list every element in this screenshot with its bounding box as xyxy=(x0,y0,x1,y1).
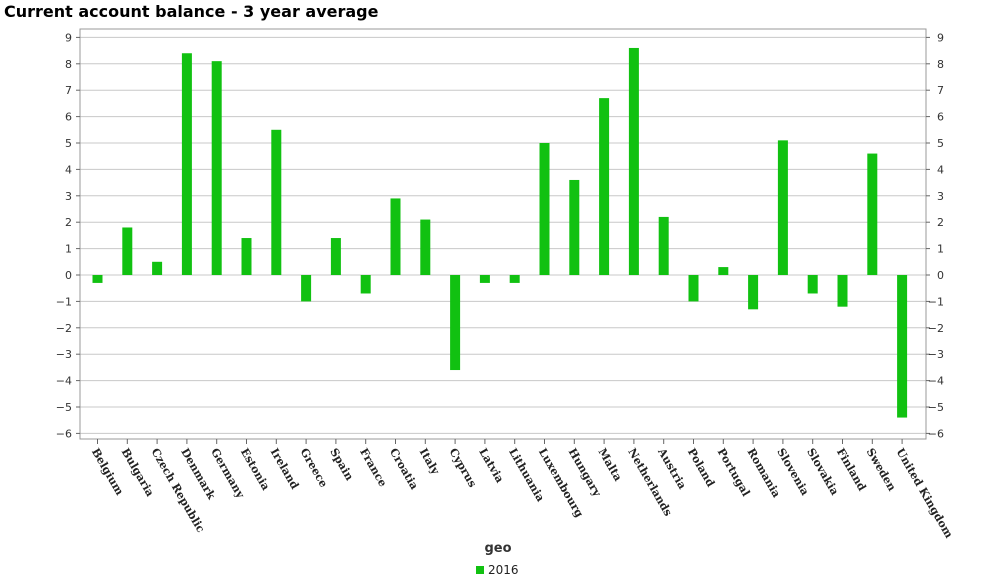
bar-estonia xyxy=(241,238,252,275)
x-tick-label: Latvia xyxy=(476,446,506,485)
y-tick-label: 4 xyxy=(65,163,72,176)
gridlines xyxy=(80,36,926,434)
y-tick-label: 9 xyxy=(65,31,72,44)
legend-swatch xyxy=(476,566,484,574)
bar-france xyxy=(360,275,371,294)
bar-hungary xyxy=(569,179,580,275)
y-tick-label: −6 xyxy=(56,427,72,440)
x-tick-label: France xyxy=(357,446,389,489)
y-tick-label: 7 xyxy=(65,84,72,97)
y-tick-label: 2 xyxy=(65,216,72,229)
bar-netherlands xyxy=(628,47,639,276)
y-tick-label: 1 xyxy=(65,243,72,256)
x-tick-label: Cyprus xyxy=(447,446,480,490)
y-tick-label-right: 8 xyxy=(937,58,944,71)
bar-greece xyxy=(301,275,312,302)
y-tick-label: −3 xyxy=(56,348,72,361)
x-tick-label: Malta xyxy=(596,446,625,483)
y-tick-label-right: 6 xyxy=(937,111,944,124)
y-tick-label-right: −2 xyxy=(928,322,944,335)
bar-united-kingdom xyxy=(897,275,908,418)
bars xyxy=(92,47,908,418)
legend-label: 2016 xyxy=(488,563,519,577)
bar-italy xyxy=(420,219,431,275)
y-tick-label-right: 5 xyxy=(937,137,944,150)
y-tick-label: −2 xyxy=(56,322,72,335)
y-tick-label-right: 7 xyxy=(937,84,944,97)
y-tick-label-right: 0 xyxy=(937,269,944,282)
bar-austria xyxy=(658,216,669,275)
y-tick-label-right: 4 xyxy=(937,163,944,176)
bar-portugal xyxy=(718,267,729,275)
y-tick-label: 6 xyxy=(65,111,72,124)
y-tick-label: 8 xyxy=(65,58,72,71)
y-tick-label-right: −5 xyxy=(928,401,944,414)
bar-sweden xyxy=(867,153,878,275)
bar-cyprus xyxy=(450,275,461,371)
bar-spain xyxy=(330,238,341,275)
y-tick-label: −1 xyxy=(56,295,72,308)
y-tick-label: 5 xyxy=(65,137,72,150)
y-tick-label-right: −4 xyxy=(928,375,944,388)
bar-malta xyxy=(599,98,610,276)
legend: 2016 xyxy=(476,563,519,577)
x-tick-label: Poland xyxy=(685,446,718,489)
x-axis-label: geo xyxy=(484,541,512,556)
bar-slovakia xyxy=(807,275,818,294)
x-tick-label: Spain xyxy=(327,446,356,483)
y-tick-label-right: −3 xyxy=(928,348,944,361)
bar-croatia xyxy=(390,198,401,275)
y-tick-label-right: 3 xyxy=(937,190,944,203)
y-axis-right: 9 8 7 6 5 4 3 2 1 0 −1 −2 −3 −4 −5 −6 xyxy=(926,31,944,440)
x-tick-label: Greece xyxy=(298,446,331,490)
y-tick-label: 3 xyxy=(65,190,72,203)
y-tick-label: −5 xyxy=(56,401,72,414)
y-tick-label-right: −6 xyxy=(928,427,944,440)
bar-belgium xyxy=(92,275,103,283)
bar-bulgaria xyxy=(122,227,133,275)
y-axis-left: 9 8 7 6 5 4 3 2 1 0 −1 −2 −3 −4 −5 −6 xyxy=(56,31,80,440)
y-tick-label-right: 1 xyxy=(937,243,944,256)
y-tick-label-right: 2 xyxy=(937,216,944,229)
bar-czech-republic xyxy=(152,261,163,275)
bar-ireland xyxy=(271,129,282,275)
y-tick-label-right: 9 xyxy=(937,31,944,44)
y-tick-label: −4 xyxy=(56,375,72,388)
chart-title: Current account balance - 3 year average xyxy=(4,2,379,21)
x-tick-label: Czech Republic xyxy=(149,446,208,535)
x-tick-label: Italy xyxy=(417,446,443,477)
bar-poland xyxy=(688,275,699,302)
bar-germany xyxy=(211,61,222,275)
bar-finland xyxy=(837,275,848,307)
x-tick-label: Ireland xyxy=(268,446,302,492)
y-tick-label: 0 xyxy=(65,269,72,282)
bar-slovenia xyxy=(777,140,788,275)
y-tick-label-right: −1 xyxy=(928,295,944,308)
bar-denmark xyxy=(181,53,192,275)
x-tick-label: United Kingdom xyxy=(894,446,956,541)
x-tick-label: Croatia xyxy=(387,446,421,492)
bar-latvia xyxy=(479,275,490,283)
bar-romania xyxy=(748,275,759,310)
bar-luxembourg xyxy=(539,143,550,275)
bar-lithuania xyxy=(509,275,520,283)
plot-frame xyxy=(79,28,927,440)
